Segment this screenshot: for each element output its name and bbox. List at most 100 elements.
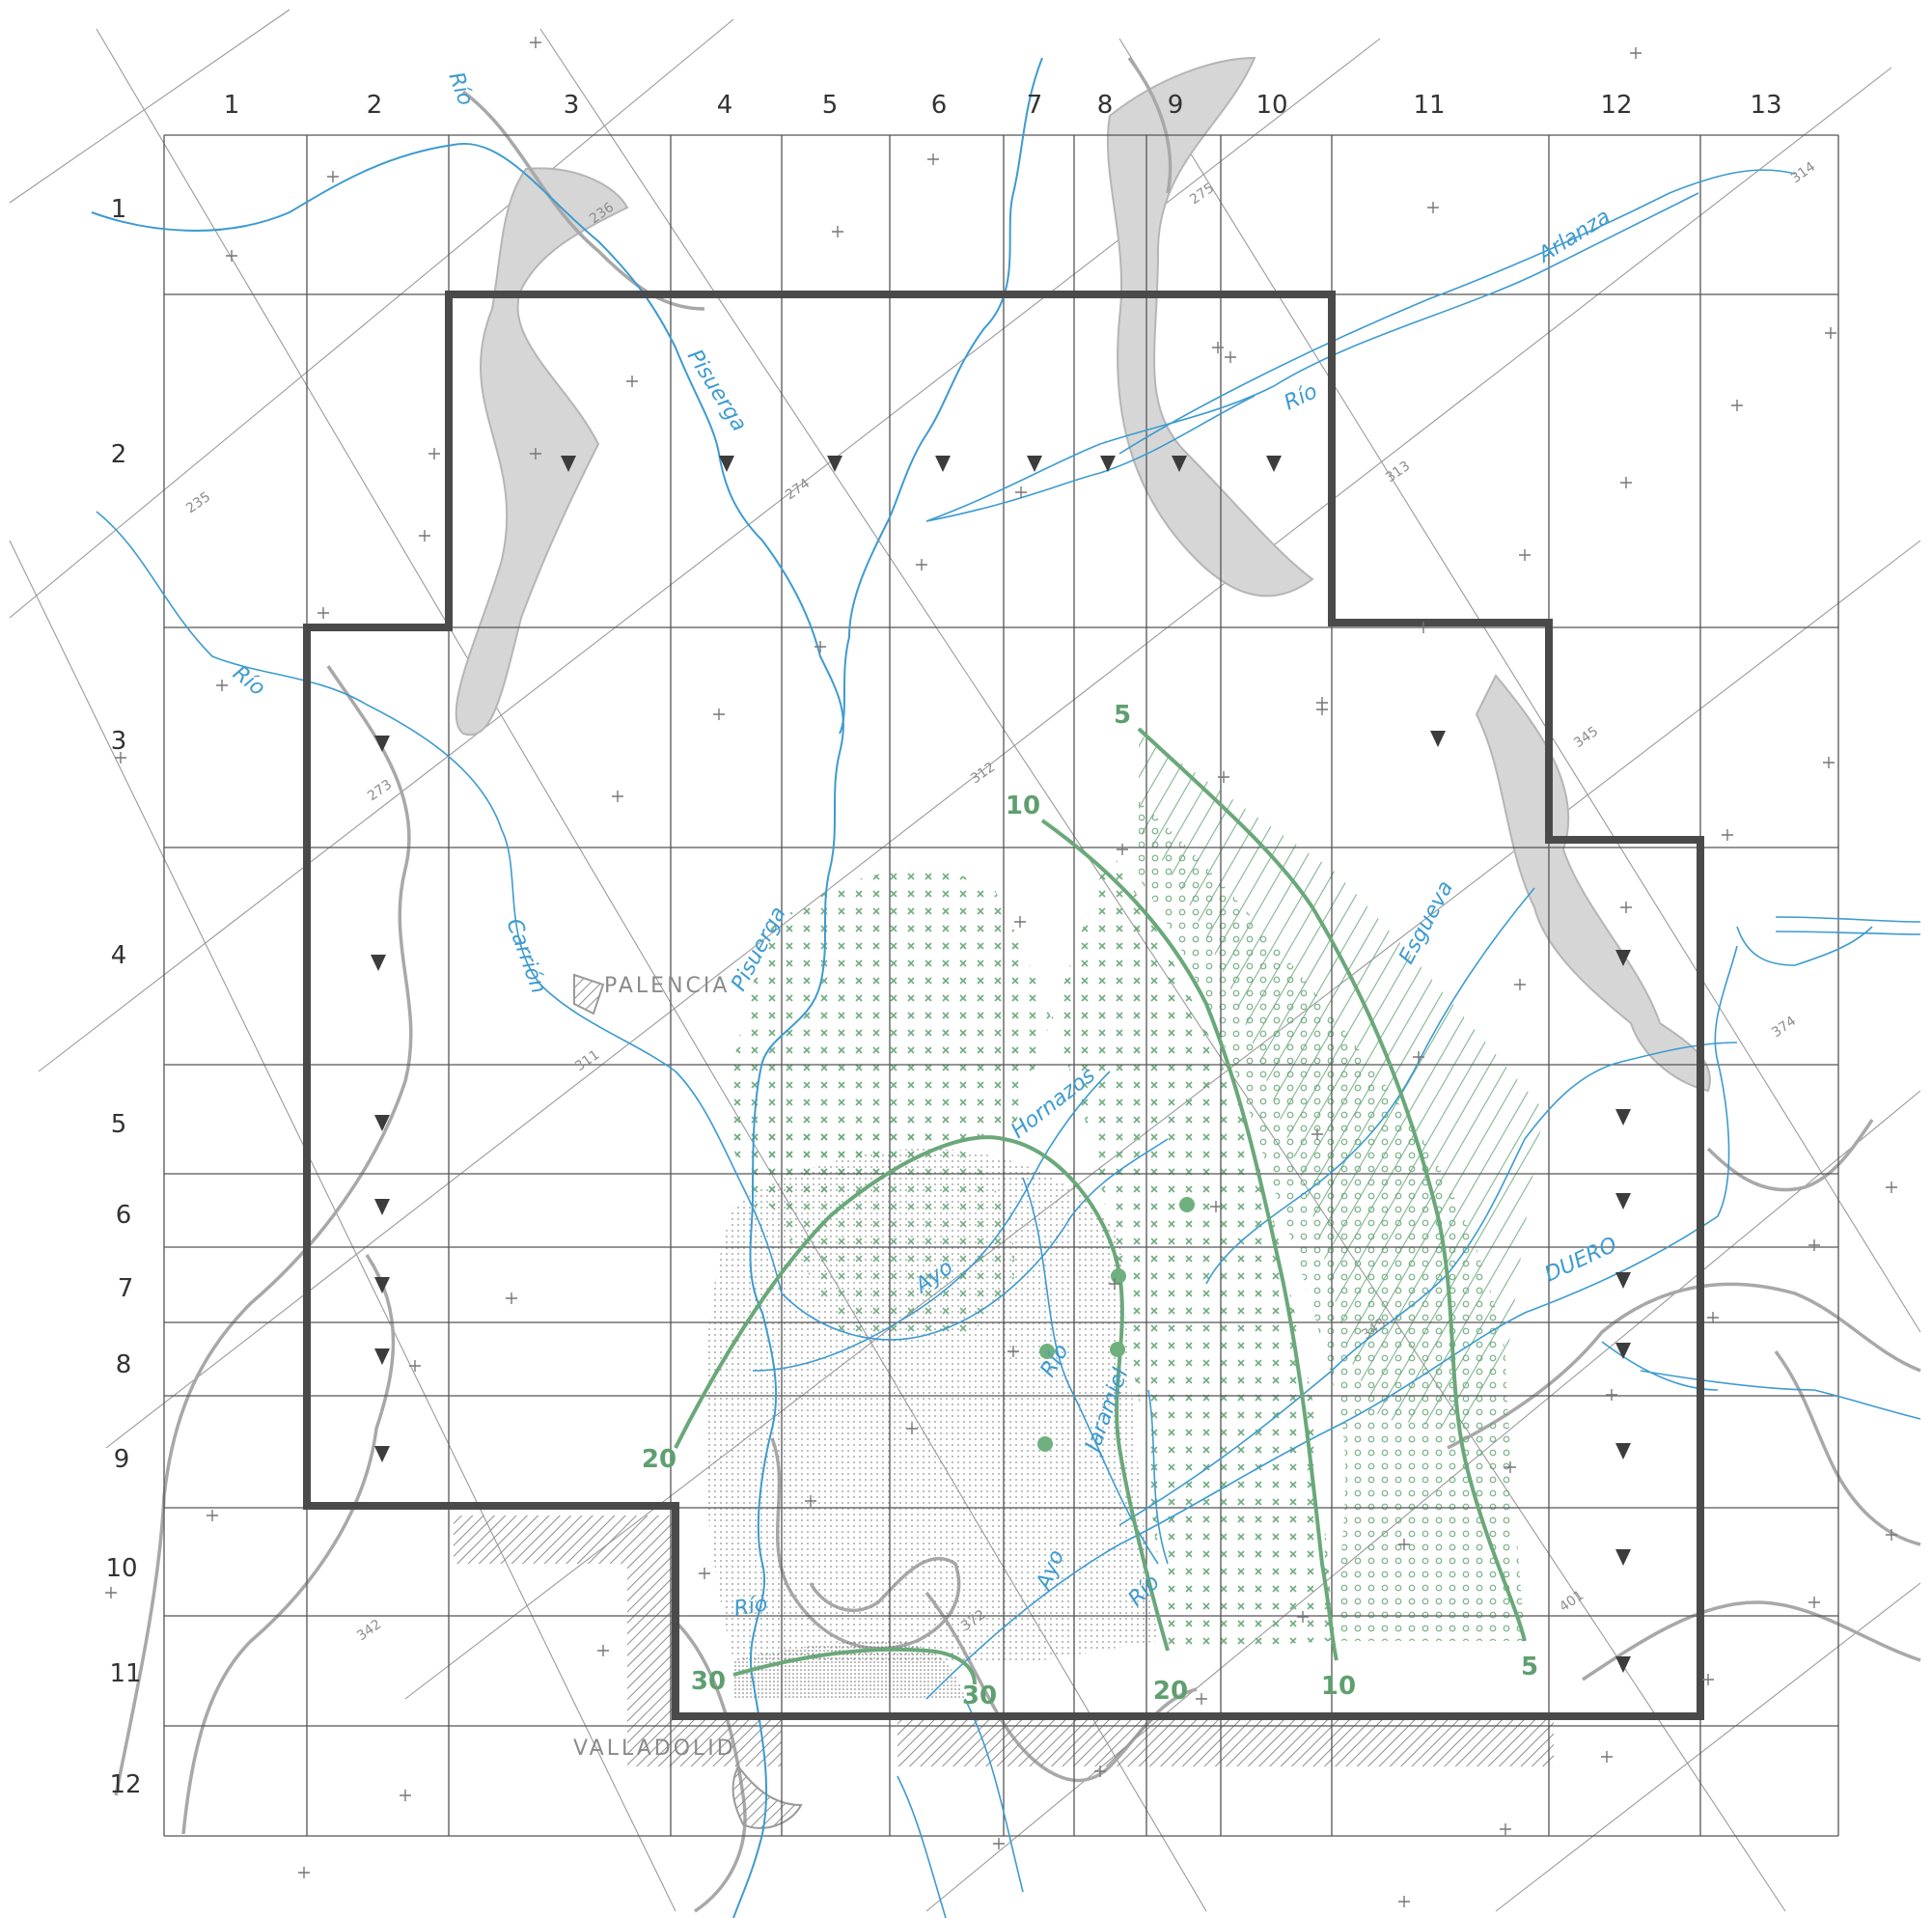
cross-mark-icon	[814, 641, 826, 653]
cross-mark-icon	[105, 1587, 117, 1598]
row-label: 10	[105, 1554, 137, 1583]
river-label: DUERO	[1541, 1233, 1621, 1287]
contour-30	[732, 1647, 977, 1685]
column-label: 8	[1097, 91, 1114, 120]
river-label: Río	[228, 661, 269, 701]
station-triangle-icon	[1615, 1193, 1631, 1209]
cross-mark-icon	[1601, 1751, 1613, 1763]
cross-mark-icon	[530, 448, 541, 459]
cross-mark-icon	[597, 1645, 609, 1656]
rivers	[91, 57, 1921, 1918]
cross-mark-icon	[1731, 400, 1743, 411]
cross-mark-icon	[1418, 622, 1429, 633]
station-triangle-icon	[935, 456, 951, 472]
cross-mark-icon	[1808, 1597, 1820, 1608]
cross-mark-icon	[626, 375, 638, 387]
sheet-number: 401	[1557, 1588, 1587, 1615]
station-triangle-icon	[561, 456, 576, 472]
station-triangle-icon	[1100, 456, 1116, 472]
sheet-number: 313	[1383, 459, 1413, 486]
cross-mark-icon	[428, 448, 440, 459]
cross-mark-icon	[1504, 1461, 1516, 1473]
contour-value-labels: 5 10 20 30 30 20 10 5	[642, 701, 1538, 1710]
cross-mark-icon	[1825, 327, 1836, 339]
column-label: 13	[1750, 91, 1781, 120]
cross-mark-icon	[1500, 1823, 1511, 1835]
column-label: 3	[564, 91, 580, 120]
sheet-number: 311	[572, 1047, 602, 1074]
cross-mark-icon	[1413, 1051, 1424, 1063]
cross-mark-icon	[1218, 771, 1229, 783]
station-triangle-icon	[1615, 1272, 1631, 1289]
cross-mark-icon	[207, 1510, 218, 1521]
station-triangle-icon	[1615, 1656, 1631, 1673]
cross-mark-icon	[1519, 549, 1531, 561]
station-triangle-icon	[1615, 1109, 1631, 1126]
cross-mark-icon	[1702, 1674, 1714, 1685]
column-labels: 1 2 3 4 5 6 7 8 9 10 11 12 13	[224, 91, 1782, 120]
river-label: Río	[1281, 379, 1321, 415]
cross-mark-icon	[419, 530, 430, 542]
cross-mark-icon	[115, 752, 126, 764]
cross-mark-icon	[1823, 757, 1835, 768]
city-label-valladolid: VALLADOLID	[573, 1737, 736, 1761]
cross-mark-icon	[216, 680, 228, 691]
station-triangle-icon	[1615, 1443, 1631, 1459]
station-triangle-icon	[1172, 456, 1187, 472]
city-labels: PALENCIA VALLADOLID	[573, 974, 736, 1761]
cross-mark-icon	[1094, 1765, 1106, 1777]
cross-mark-icon	[317, 607, 329, 619]
sheet-number: 342	[354, 1617, 384, 1644]
cross-mark-icon	[1620, 477, 1632, 488]
cross-mark-icon	[1808, 1239, 1820, 1251]
row-label: 11	[109, 1659, 141, 1688]
station-triangle-icon	[374, 1446, 390, 1462]
cross-mark-icon	[1886, 1181, 1897, 1193]
cross-mark-icon	[805, 1495, 816, 1507]
station-triangle-icon	[1027, 456, 1042, 472]
cross-mark-icon	[226, 250, 237, 262]
cross-mark-icon	[1210, 1201, 1222, 1212]
river-label: Esgueva	[1394, 877, 1458, 968]
cross-mark-icon	[1316, 704, 1328, 715]
study-area-boundary	[303, 291, 1704, 1720]
station-triangle-icon	[371, 955, 386, 971]
sheet-number: 374	[1769, 1014, 1799, 1041]
sheet-number: 274	[783, 476, 813, 503]
row-label: 4	[111, 941, 127, 970]
station-triangle-icon	[1615, 1343, 1631, 1359]
contour-label: 10	[1321, 1672, 1356, 1701]
cross-mark-icon	[1620, 902, 1632, 913]
cross-mark-icon	[1606, 1389, 1617, 1401]
wells	[1037, 1197, 1195, 1452]
column-label: 6	[931, 91, 948, 120]
row-label: 7	[118, 1274, 134, 1303]
station-triangle-icon	[374, 1348, 390, 1365]
station-triangle-icon	[1615, 950, 1631, 966]
well-dot	[1110, 1342, 1125, 1357]
cross-mark-icon	[298, 1867, 310, 1878]
cross-marks	[105, 37, 1897, 1907]
terrain-features	[114, 56, 1921, 1913]
station-triangle-icon	[827, 456, 842, 472]
column-label: 4	[717, 91, 733, 120]
row-label: 9	[114, 1445, 130, 1474]
cross-mark-icon	[1311, 1128, 1323, 1140]
cross-mark-icon	[1007, 1346, 1019, 1357]
well-dot	[1037, 1436, 1053, 1452]
station-triangle-icon	[374, 736, 390, 752]
cross-mark-icon	[612, 791, 623, 802]
column-label: 10	[1256, 91, 1287, 120]
cross-mark-icon	[1014, 916, 1026, 928]
row-labels: 1 2 3 4 5 6 7 8 9 10 11 12	[105, 195, 141, 1799]
cross-mark-icon	[1514, 979, 1526, 990]
well-dot	[1179, 1197, 1195, 1212]
grid	[163, 134, 1839, 1837]
cross-mark-icon	[1297, 1611, 1309, 1623]
sheet-number: 345	[1571, 724, 1601, 751]
cross-mark-icon	[1886, 1529, 1897, 1541]
city-label-palencia: PALENCIA	[604, 974, 730, 998]
row-label: 3	[111, 727, 127, 756]
contour-label: 5	[1521, 1653, 1538, 1682]
river-label: Arlanza	[1532, 205, 1615, 268]
